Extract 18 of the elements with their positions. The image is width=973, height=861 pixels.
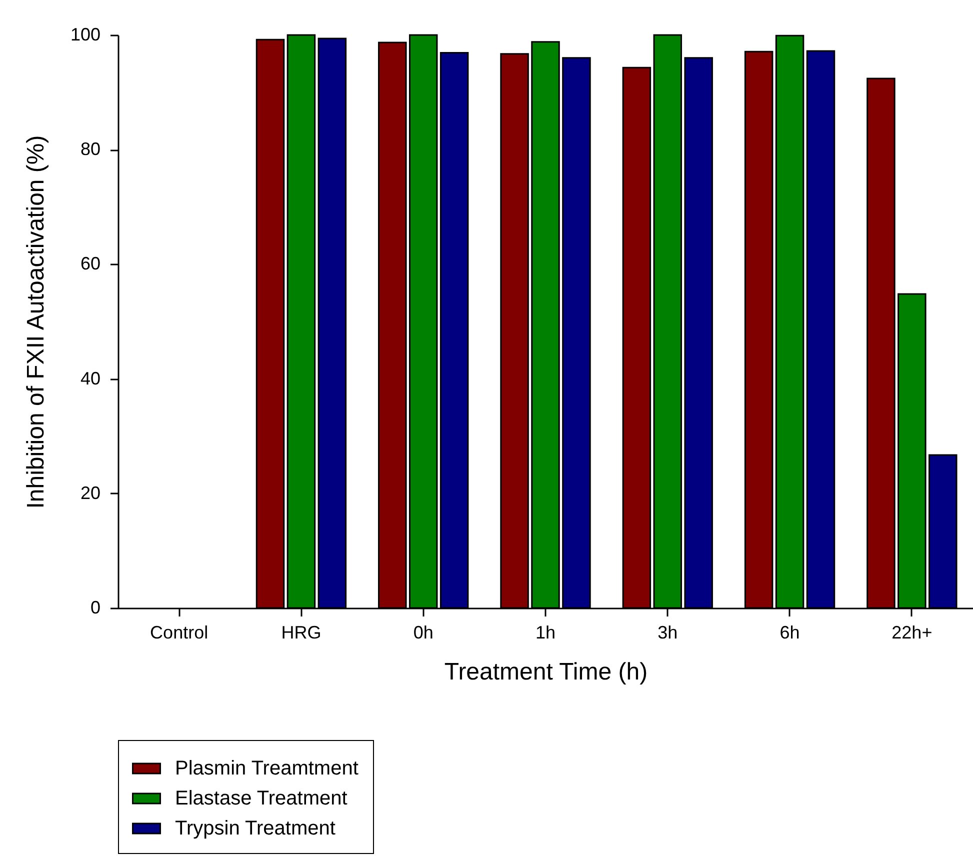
y-tick-label: 60: [80, 254, 100, 274]
x-tick-label: 22h+: [892, 622, 932, 642]
y-tick-label: 100: [70, 24, 100, 44]
x-tick-label: 1h: [535, 622, 556, 642]
legend-label: Plasmin Treamtment: [175, 758, 359, 780]
x-tick-label: 0h: [413, 622, 434, 642]
x-tick-label: Control: [150, 622, 208, 642]
x-tick-label: 3h: [658, 622, 678, 642]
y-tick-label: 80: [80, 139, 100, 160]
y-tick-label: 40: [80, 368, 100, 388]
y-tick-label: 0: [90, 598, 100, 618]
y-tick-label: 20: [80, 482, 100, 503]
x-axis-title: Treatment Time (h): [444, 658, 648, 686]
legend-label: Elastase Treatment: [175, 788, 348, 810]
x-tick-label: HRG: [281, 622, 322, 642]
y-axis-title: Inhibition of FXII Autoactivation (%): [22, 135, 50, 509]
legend-label: Trypsin Treatment: [175, 818, 336, 840]
x-tick-label: 6h: [780, 622, 800, 642]
